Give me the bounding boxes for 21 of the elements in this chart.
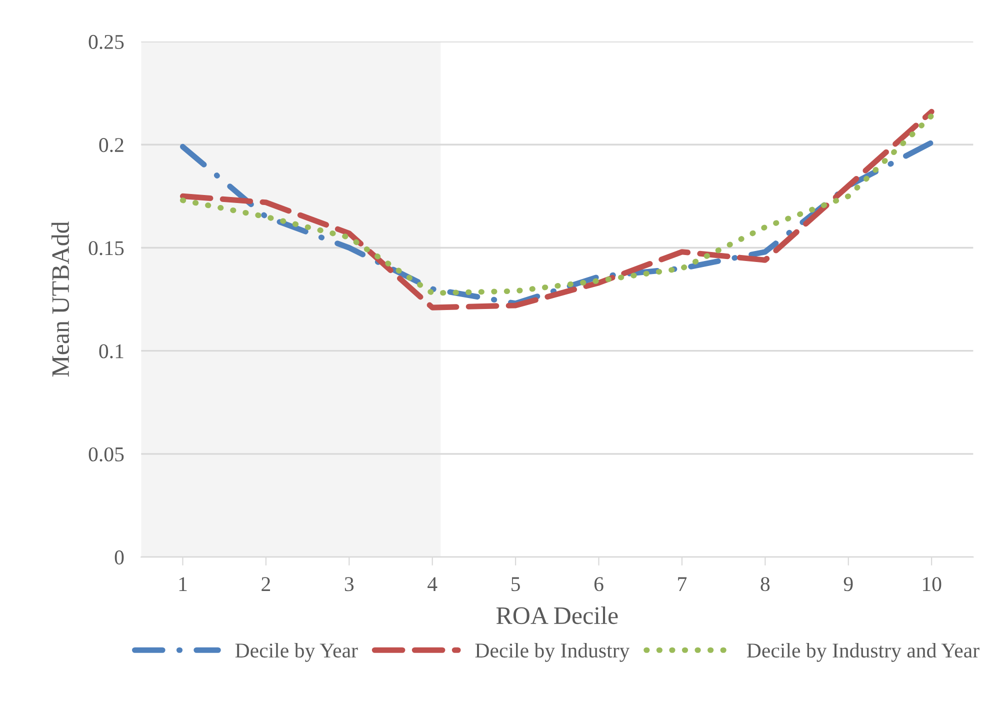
y-tick-label: 0.15 [88, 241, 124, 256]
x-tick-label: 7 [678, 577, 687, 591]
x-tick-label: 9 [844, 577, 853, 592]
x-tick-label: 2 [262, 577, 270, 591]
y-tick-label: 0.2 [99, 138, 124, 152]
x-tick-label: 3 [344, 577, 354, 592]
y-tick-label: 0.25 [88, 34, 124, 50]
legend-label: Decile by Industry [475, 642, 630, 662]
legend-label: Decile by Year [235, 642, 358, 662]
y-tick-label: 0.05 [88, 447, 124, 462]
x-tick-label: 6 [594, 577, 604, 592]
x-tick-label: 10 [922, 577, 942, 592]
x-tick-label: 5 [512, 577, 520, 592]
x-tick-label: 4 [428, 577, 438, 591]
y-tick-label: 0 [114, 550, 124, 564]
legend-label: Decile by Industry and Year [746, 642, 980, 662]
x-tick-label: 1 [179, 577, 187, 591]
x-tick-label: 8 [760, 577, 770, 592]
x-axis-title: ROA Decile [496, 606, 618, 624]
y-tick-label: 0.1 [99, 344, 124, 358]
y-axis-title: Mean UTBAdd [51, 221, 70, 377]
